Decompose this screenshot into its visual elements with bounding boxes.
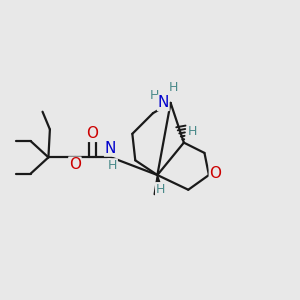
Text: H: H	[150, 89, 159, 102]
Text: O: O	[87, 126, 99, 141]
Text: H: H	[156, 183, 165, 196]
Polygon shape	[154, 175, 164, 194]
Text: N: N	[158, 95, 169, 110]
Text: N: N	[105, 141, 116, 156]
Text: O: O	[209, 166, 221, 181]
Text: O: O	[69, 157, 81, 172]
Text: H: H	[169, 81, 178, 94]
Text: H: H	[108, 159, 117, 172]
Text: H: H	[188, 125, 197, 138]
